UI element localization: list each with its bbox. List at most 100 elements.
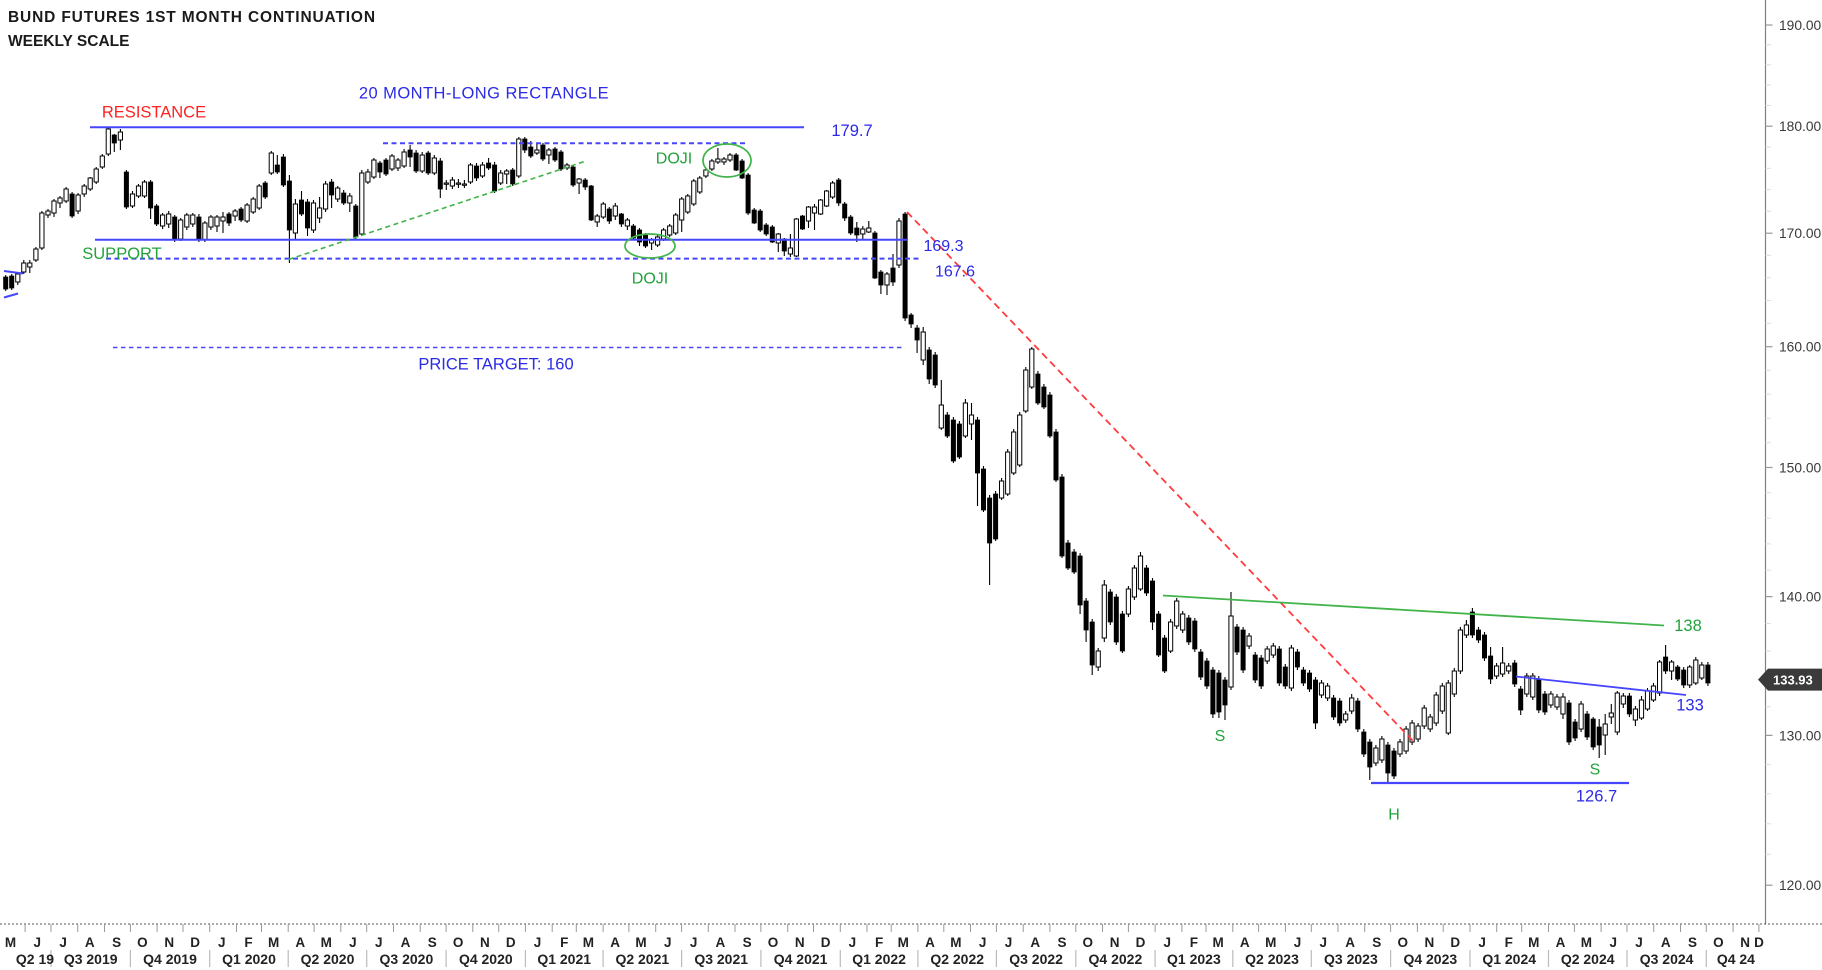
svg-text:RESISTANCE: RESISTANCE [102, 104, 206, 122]
svg-text:PRICE TARGET: 160: PRICE TARGET: 160 [418, 356, 573, 374]
svg-text:H: H [1388, 807, 1400, 824]
svg-text:Q3 2019: Q3 2019 [64, 951, 118, 967]
svg-text:D: D [1136, 935, 1146, 950]
svg-text:J: J [375, 935, 383, 950]
svg-text:Q2 2020: Q2 2020 [301, 951, 355, 967]
svg-text:Q3 2024: Q3 2024 [1640, 951, 1694, 967]
svg-text:N: N [1425, 935, 1435, 950]
svg-text:A: A [716, 935, 726, 950]
svg-text:Q2 2023: Q2 2023 [1245, 951, 1299, 967]
svg-text:WEEKLY SCALE: WEEKLY SCALE [8, 33, 129, 50]
svg-text:SUPPORT: SUPPORT [82, 245, 161, 263]
svg-text:160.00: 160.00 [1779, 340, 1822, 355]
svg-text:Q4 2020: Q4 2020 [459, 951, 513, 967]
svg-text:M: M [1528, 935, 1539, 950]
svg-text:S: S [1372, 935, 1381, 950]
svg-text:Q2 2021: Q2 2021 [615, 951, 669, 967]
svg-text:S: S [1215, 728, 1226, 745]
svg-text:J: J [1635, 935, 1643, 950]
svg-text:Q4 2022: Q4 2022 [1089, 951, 1143, 967]
svg-text:M: M [1581, 935, 1592, 950]
svg-text:J: J [1609, 935, 1617, 950]
svg-text:J: J [664, 935, 672, 950]
svg-text:170.00: 170.00 [1779, 226, 1822, 241]
svg-text:N: N [1110, 935, 1120, 950]
svg-text:J: J [218, 935, 226, 950]
svg-text:J: J [1005, 935, 1013, 950]
svg-text:M: M [950, 935, 961, 950]
svg-text:Q4 2023: Q4 2023 [1403, 951, 1457, 967]
svg-text:Q4 2019: Q4 2019 [143, 951, 197, 967]
svg-text:M: M [583, 935, 594, 950]
svg-text:126.7: 126.7 [1576, 788, 1617, 806]
svg-text:S: S [428, 935, 437, 950]
svg-text:Q1 2022: Q1 2022 [852, 951, 906, 967]
svg-text:169.3: 169.3 [923, 238, 963, 255]
svg-text:Q1 2024: Q1 2024 [1482, 951, 1536, 967]
svg-text:Q2 2022: Q2 2022 [930, 951, 984, 967]
svg-text:A: A [1556, 935, 1566, 950]
svg-text:M: M [321, 935, 332, 950]
svg-text:DOJI: DOJI [632, 271, 668, 288]
svg-text:Q2 2024: Q2 2024 [1561, 951, 1615, 967]
svg-text:S: S [1057, 935, 1066, 950]
svg-text:150.00: 150.00 [1779, 461, 1822, 476]
svg-text:N: N [1740, 935, 1750, 950]
svg-text:O: O [1083, 935, 1094, 950]
svg-text:N: N [164, 935, 174, 950]
svg-text:Q1 2020: Q1 2020 [222, 951, 276, 967]
svg-text:M: M [5, 935, 16, 950]
svg-text:Q3 2023: Q3 2023 [1324, 951, 1378, 967]
svg-text:O: O [768, 935, 779, 950]
svg-text:20 MONTH-LONG RECTANGLE: 20 MONTH-LONG RECTANGLE [359, 85, 609, 103]
svg-text:A: A [925, 935, 935, 950]
svg-text:A: A [610, 935, 620, 950]
svg-text:F: F [244, 935, 252, 950]
svg-text:A: A [1345, 935, 1355, 950]
svg-text:Q1 2023: Q1 2023 [1167, 951, 1221, 967]
svg-text:180.00: 180.00 [1779, 119, 1822, 134]
svg-text:130.00: 130.00 [1779, 728, 1822, 743]
svg-text:N: N [795, 935, 805, 950]
svg-text:S: S [1590, 762, 1601, 779]
svg-text:A: A [85, 935, 95, 950]
svg-text:140.00: 140.00 [1779, 590, 1822, 605]
svg-text:F: F [560, 935, 568, 950]
svg-text:F: F [1190, 935, 1198, 950]
svg-text:133.93: 133.93 [1773, 672, 1813, 687]
svg-text:J: J [534, 935, 542, 950]
svg-text:J: J [1320, 935, 1328, 950]
svg-text:O: O [453, 935, 464, 950]
svg-text:S: S [743, 935, 752, 950]
svg-text:N: N [480, 935, 490, 950]
svg-text:A: A [295, 935, 305, 950]
svg-text:Q4 24: Q4 24 [1717, 951, 1755, 967]
svg-text:A: A [1240, 935, 1250, 950]
svg-text:Q2 19: Q2 19 [16, 951, 54, 967]
svg-text:M: M [1212, 935, 1223, 950]
svg-text:J: J [849, 935, 857, 950]
svg-text:190.00: 190.00 [1779, 18, 1822, 33]
svg-text:S: S [112, 935, 121, 950]
svg-text:S: S [1688, 935, 1697, 950]
svg-text:M: M [898, 935, 909, 950]
svg-text:F: F [1505, 935, 1513, 950]
svg-text:J: J [1478, 935, 1486, 950]
svg-text:F: F [875, 935, 883, 950]
svg-text:Q3 2021: Q3 2021 [694, 951, 748, 967]
svg-text:O: O [137, 935, 148, 950]
svg-text:D: D [190, 935, 200, 950]
svg-text:D: D [506, 935, 516, 950]
svg-text:M: M [268, 935, 279, 950]
svg-text:O: O [1397, 935, 1408, 950]
svg-text:J: J [690, 935, 698, 950]
svg-text:D: D [1450, 935, 1460, 950]
svg-text:Q4 2021: Q4 2021 [774, 951, 828, 967]
svg-text:Q1 2021: Q1 2021 [537, 951, 591, 967]
svg-text:M: M [635, 935, 646, 950]
svg-text:M: M [1265, 935, 1276, 950]
svg-text:179.7: 179.7 [831, 122, 872, 140]
svg-text:O: O [1713, 935, 1724, 950]
svg-text:J: J [1294, 935, 1302, 950]
svg-text:BUND FUTURES 1ST MONTH CONTINU: BUND FUTURES 1ST MONTH CONTINUATION [8, 9, 376, 26]
